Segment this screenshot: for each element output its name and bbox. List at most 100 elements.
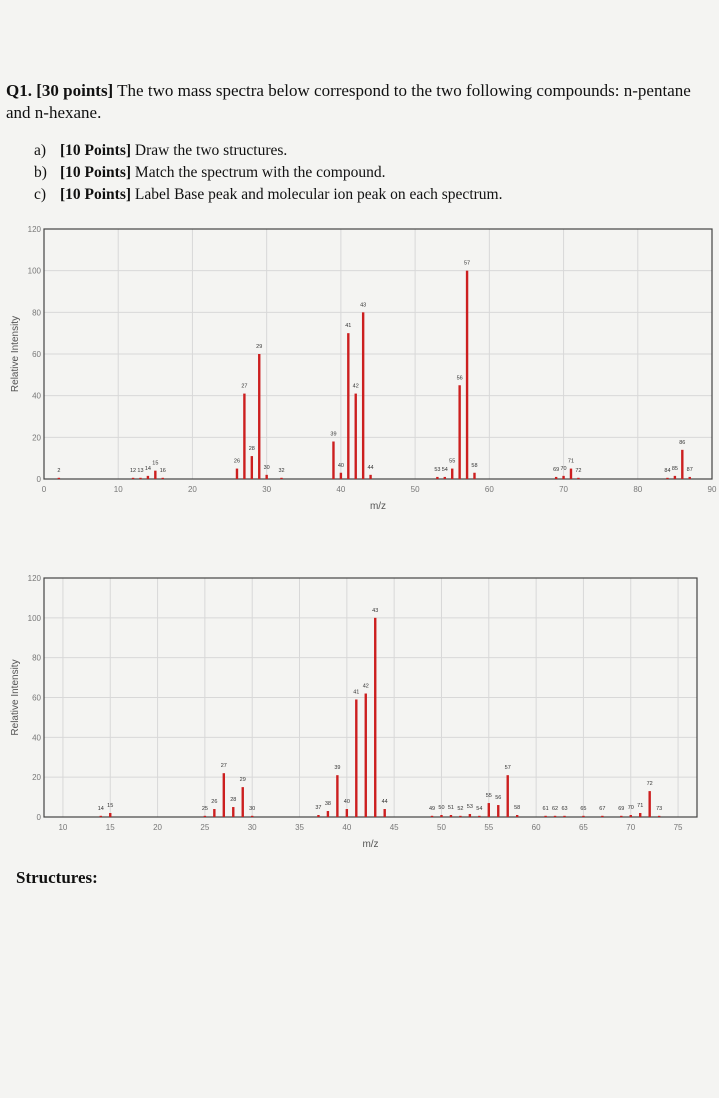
x-tick-label: 30 <box>248 823 257 832</box>
y-tick-label: 20 <box>32 773 41 782</box>
x-tick-label: 50 <box>437 823 446 832</box>
peak-bar <box>258 354 261 479</box>
y-tick-label: 40 <box>32 733 41 742</box>
peak-bar <box>131 477 135 479</box>
peak-bar <box>232 807 235 817</box>
peak-bar <box>250 456 254 479</box>
part-points: [10 Points] <box>60 186 132 203</box>
peak-bar <box>364 693 367 817</box>
peak-label: 70 <box>560 466 566 472</box>
peak-label: 55 <box>449 459 455 465</box>
part-text: Draw the two structures. <box>131 142 288 159</box>
part-c: c) [10 Points] Label Base peak and molec… <box>34 184 502 206</box>
peak-bar <box>681 449 684 479</box>
peak-label: 62 <box>552 806 558 812</box>
x-tick-label: 80 <box>633 485 642 494</box>
y-axis-label: Relative Intensity <box>10 316 21 392</box>
y-tick-label: 100 <box>28 614 42 623</box>
peak-bar <box>332 441 335 479</box>
peak-label: 29 <box>240 777 246 783</box>
peak-label: 30 <box>249 806 255 812</box>
peak-bar <box>354 393 357 479</box>
peak-bar <box>506 775 509 817</box>
x-tick-label: 20 <box>153 823 162 832</box>
y-tick-label: 80 <box>32 308 41 317</box>
peak-bar <box>154 470 157 479</box>
peak-bar <box>57 477 61 479</box>
peak-label: 58 <box>514 805 520 811</box>
peak-bar <box>146 475 150 479</box>
peak-label: 41 <box>353 689 359 695</box>
peak-label: 61 <box>543 806 549 812</box>
question-number: Q1. <box>6 81 32 100</box>
peak-label: 42 <box>363 684 369 690</box>
peak-bar <box>648 791 651 817</box>
peak-label: 70 <box>628 805 634 811</box>
peak-bar <box>109 813 112 817</box>
y-tick-label: 80 <box>32 654 41 663</box>
peak-bar <box>465 270 469 479</box>
y-tick-label: 120 <box>28 225 42 234</box>
peak-bar <box>383 809 386 817</box>
peak-label: 72 <box>647 781 653 787</box>
peak-label: 40 <box>338 463 344 469</box>
peak-bar <box>577 477 580 479</box>
part-a: a) [10 Points] Draw the two structures. <box>34 140 502 162</box>
peak-bar <box>430 815 434 817</box>
mass-spectrum-2: 0 20 40 60 80 100 120 10 15 20 25 30 35 40 45 50 55 60 65 7… <box>10 574 698 850</box>
peak-label: 85 <box>672 466 678 472</box>
x-tick-label: 40 <box>336 485 345 494</box>
peak-label: 50 <box>438 805 444 811</box>
peak-label: 52 <box>457 806 463 812</box>
peak-label: 56 <box>457 375 463 381</box>
x-tick-label: 45 <box>390 823 399 832</box>
peak-label: 27 <box>241 384 247 390</box>
peak-label: 44 <box>368 465 374 471</box>
peak-label: 32 <box>278 468 284 474</box>
peak-label: 84 <box>664 468 670 474</box>
structures-label: Structures: <box>16 868 98 887</box>
question-points: [30 points] <box>36 81 114 100</box>
plot-frame <box>43 228 713 480</box>
peak-bar <box>99 815 102 817</box>
peak-label: 87 <box>687 467 693 473</box>
peak-label: 71 <box>637 803 643 809</box>
peak-label: 54 <box>442 467 448 473</box>
peak-bar <box>139 477 142 479</box>
peak-label: 30 <box>264 465 270 471</box>
peak-label: 43 <box>360 302 366 308</box>
x-tick-label: 35 <box>295 823 304 832</box>
peak-bar <box>265 474 268 479</box>
peak-bar <box>497 805 500 817</box>
peak-label: 40 <box>344 799 350 805</box>
y-tick-label: 100 <box>28 267 42 276</box>
peak-label: 28 <box>230 797 236 803</box>
peak-bar <box>458 385 461 479</box>
peak-bar <box>440 815 443 817</box>
peak-bar <box>243 393 246 479</box>
peak-label: 57 <box>505 765 511 771</box>
peak-bar <box>222 773 226 817</box>
peak-label: 55 <box>486 793 492 799</box>
peak-label: 39 <box>334 765 340 771</box>
part-label: b) <box>34 164 47 181</box>
peak-bar <box>620 815 623 817</box>
peak-label: 2 <box>57 468 60 474</box>
peak-bar <box>553 815 557 817</box>
peak-label: 29 <box>256 344 262 350</box>
peak-label: 13 <box>137 468 143 474</box>
x-tick-label: 70 <box>626 823 635 832</box>
peak-label: 56 <box>495 795 501 801</box>
x-tick-label: 40 <box>342 823 351 832</box>
y-tick-label: 60 <box>32 350 41 359</box>
peak-label: 58 <box>471 463 477 469</box>
peak-label: 14 <box>98 806 104 812</box>
x-tick-label: 15 <box>106 823 115 832</box>
peak-bar <box>601 815 604 817</box>
peak-bar <box>688 476 691 479</box>
peak-label: 73 <box>656 806 662 812</box>
part-label: a) <box>34 142 47 159</box>
peak-bar <box>347 333 350 479</box>
peak-label: 53 <box>434 467 440 473</box>
y-axis-label: Relative Intensity <box>10 659 21 735</box>
